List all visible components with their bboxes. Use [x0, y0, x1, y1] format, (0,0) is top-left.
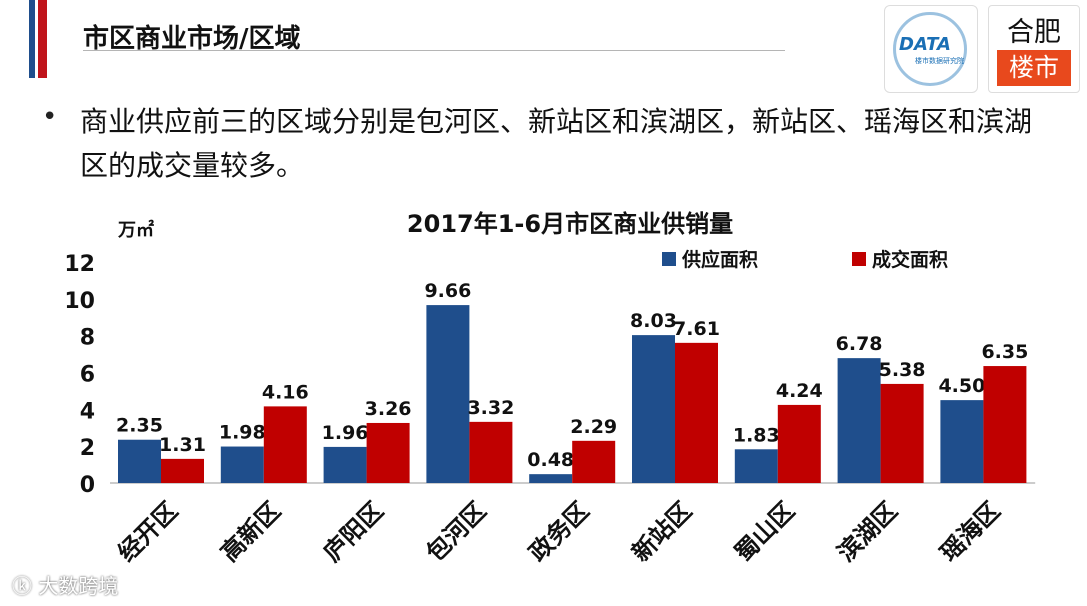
data-label: 8.03 [630, 310, 677, 332]
x-tick-label: 庐阳区 [318, 496, 389, 567]
summary-text: 商业供应前三的区域分别是包河区、新站区和滨湖区，新站区、瑶海区和滨湖区的成交量较… [80, 105, 1033, 182]
x-tick-label: 高新区 [215, 496, 286, 567]
bar-deal [572, 440, 616, 483]
data-label: 4.16 [262, 381, 309, 403]
bar-supply [118, 439, 161, 483]
legend-swatch [662, 252, 676, 266]
bar-supply [734, 449, 778, 483]
x-tick-label: 蜀山区 [729, 496, 800, 567]
data-label: 5.38 [879, 359, 926, 381]
watermark-text: 大数跨境 [38, 574, 119, 598]
hefei-logo-bottom: 楼市 [997, 50, 1071, 86]
data-label: 4.24 [776, 380, 823, 402]
y-tick-label: 10 [64, 289, 95, 314]
watermark: ⓚ 大数跨境 [12, 574, 119, 598]
data-label: 9.66 [424, 280, 471, 302]
legend-label: 供应面积 [681, 248, 758, 271]
data-label: 6.78 [836, 333, 883, 355]
data-label: 1.98 [219, 422, 266, 444]
data-label: 1.31 [159, 434, 206, 456]
accent-bar-blue [29, 0, 35, 78]
data-label: 2.35 [116, 415, 163, 437]
legend-swatch [852, 252, 866, 266]
data-label: 2.29 [570, 416, 617, 438]
y-tick-label: 6 [80, 363, 95, 388]
bar-deal [263, 406, 307, 483]
data-label: 1.83 [733, 424, 780, 446]
bar-supply [220, 446, 264, 483]
x-tick-label: 包河区 [421, 496, 492, 567]
y-tick-label: 12 [64, 252, 95, 277]
bar-supply [837, 358, 881, 483]
kdata-logo-subtext: 楼市数据研究院 [915, 57, 964, 65]
page-title: 市区商业市场/区域 [83, 24, 301, 54]
bar-deal [469, 421, 513, 483]
bar-deal [675, 342, 718, 483]
bullet-dot: • [42, 102, 58, 132]
data-label: 1.96 [322, 422, 369, 444]
kdata-logo-text: DATA [899, 34, 951, 55]
data-label: 6.35 [981, 341, 1028, 363]
legend-label: 成交面积 [872, 248, 948, 271]
bar-supply [323, 446, 367, 483]
title-divider [83, 50, 785, 51]
y-tick-label: 0 [80, 473, 95, 498]
bar-deal [161, 458, 204, 483]
unit-label: 万㎡ [117, 219, 154, 241]
bar-supply [632, 335, 675, 483]
chart-title: 2017年1-6月市区商业供销量 [407, 210, 733, 238]
bar-supply [529, 474, 573, 483]
bar-deal [880, 383, 924, 483]
x-tick-label: 政务区 [524, 496, 595, 567]
data-label: 3.32 [467, 397, 514, 419]
y-tick-label: 8 [80, 326, 95, 351]
y-tick-label: 2 [80, 436, 95, 461]
hefei-market-logo: 合肥 楼市 [988, 5, 1080, 93]
bar-supply [426, 305, 470, 483]
x-tick-label: 经开区 [113, 496, 184, 567]
bar-supply [940, 400, 984, 483]
x-tick-label: 滨湖区 [832, 496, 903, 567]
data-label: 3.26 [365, 398, 412, 420]
data-label: 0.48 [527, 449, 574, 471]
accent-bar-red [38, 0, 47, 78]
x-tick-label: 瑶海区 [935, 496, 1006, 567]
data-label: 7.61 [673, 318, 720, 340]
hefei-logo-top: 合肥 [1007, 17, 1061, 48]
bar-deal [983, 366, 1027, 483]
bar-deal [777, 404, 821, 483]
x-tick-label: 新站区 [627, 496, 698, 567]
kdata-logo: DATA 楼市数据研究院 [884, 5, 978, 93]
y-tick-label: 4 [80, 399, 95, 424]
logo-ring-icon [893, 12, 967, 86]
bar-deal [366, 422, 410, 483]
data-label: 4.50 [938, 375, 985, 397]
